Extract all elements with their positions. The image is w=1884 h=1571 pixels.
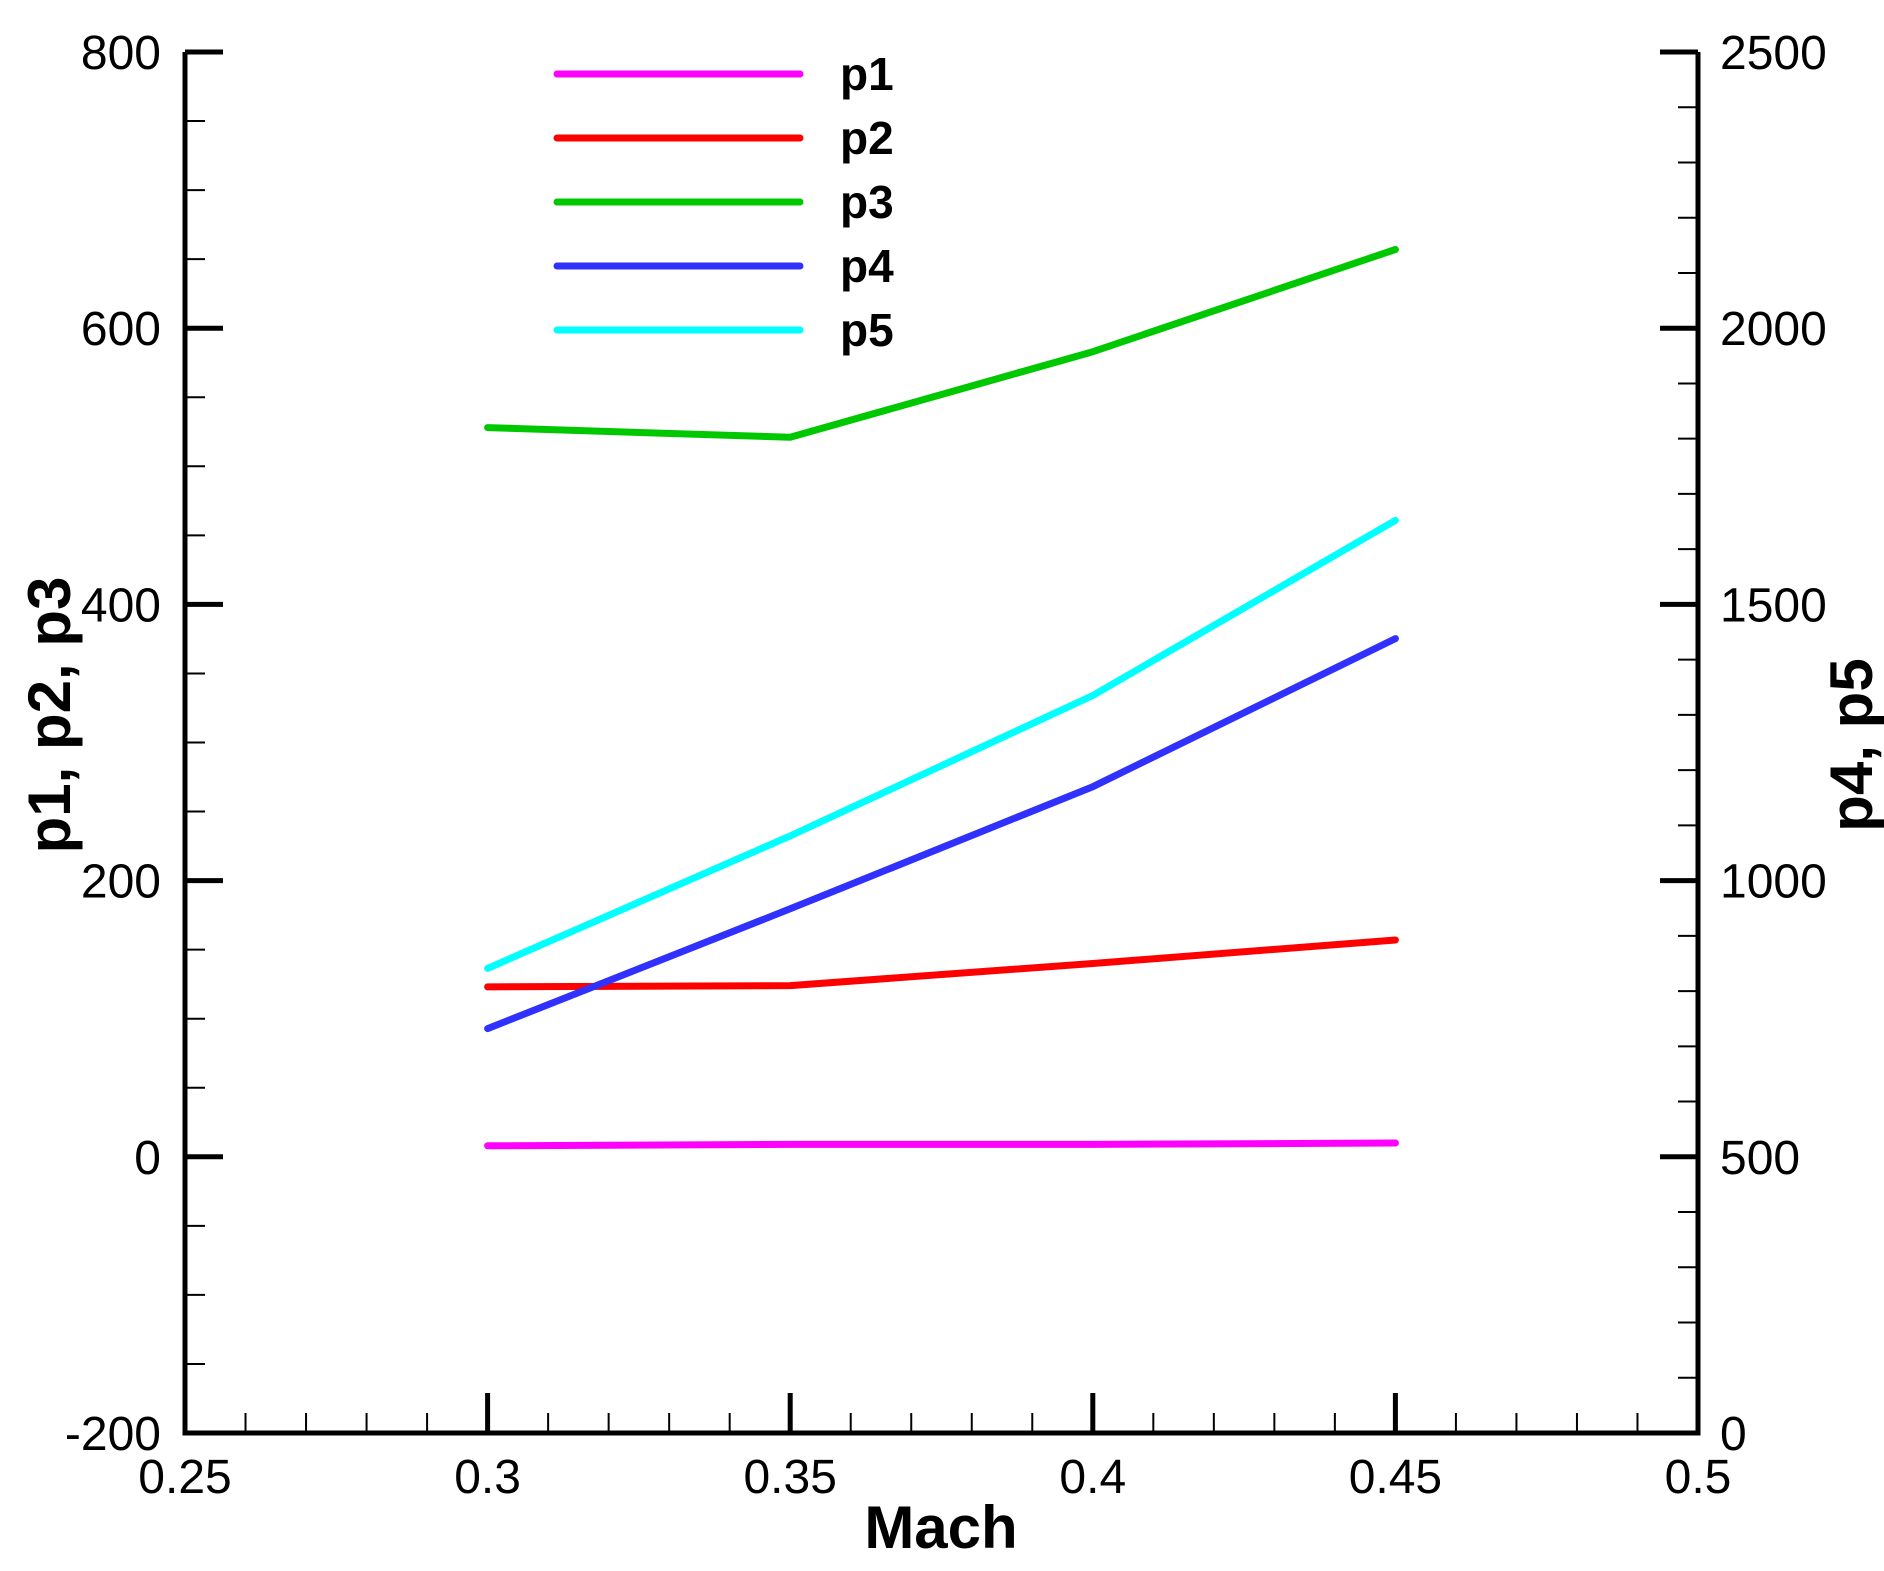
- series-layer: [484, 246, 1399, 1150]
- y-left-axis-title: p1, p2, p3: [16, 577, 83, 854]
- series-line-p4: [484, 635, 1399, 1033]
- series-line-p3: [484, 246, 1399, 441]
- legend: p1 p2 p3 p4 p5: [553, 48, 894, 356]
- tick-layer: 0.25 0.3 0.35 0.4 0.45 0.5 -200 0 200 400 600 800 0 5…: [65, 27, 1827, 1504]
- y-left-tick-label: 600: [81, 303, 161, 356]
- x-tick-label: 0.4: [1059, 1451, 1126, 1504]
- series-line-p1: [484, 1139, 1399, 1150]
- y-left-tick-label: 0: [134, 1132, 161, 1185]
- y-left-tick-label: 800: [81, 27, 161, 80]
- x-axis-title: Mach: [864, 1494, 1017, 1561]
- plot-frame: [182, 52, 1701, 1436]
- y-left-tick-label: 200: [81, 856, 161, 909]
- series-line-p5: [484, 516, 1399, 972]
- y-right-axis-title: p4, p5: [1818, 658, 1884, 831]
- x-tick-label: 0.45: [1349, 1451, 1442, 1504]
- legend-label-p1: p1: [840, 48, 894, 100]
- y-right-tick-label: 2500: [1720, 27, 1827, 80]
- series-line-p2: [484, 936, 1399, 991]
- y-right-tick-label: 1500: [1720, 579, 1827, 632]
- y-right-tick-label: 0: [1720, 1408, 1747, 1461]
- y-right-tick-label: 2000: [1720, 303, 1827, 356]
- x-tick-label: 0.35: [743, 1451, 836, 1504]
- legend-label-p2: p2: [840, 112, 894, 164]
- y-left-tick-label: 400: [81, 579, 161, 632]
- y-left-tick-label: -200: [65, 1408, 161, 1461]
- y-right-tick-label: 500: [1720, 1132, 1800, 1185]
- x-tick-label: 0.5: [1665, 1451, 1732, 1504]
- y-right-tick-label: 1000: [1720, 856, 1827, 909]
- x-tick-label: 0.3: [454, 1451, 521, 1504]
- x-tick-label: 0.25: [138, 1451, 231, 1504]
- legend-label-p3: p3: [840, 176, 894, 228]
- legend-label-p5: p5: [840, 304, 894, 356]
- legend-label-p4: p4: [840, 240, 894, 292]
